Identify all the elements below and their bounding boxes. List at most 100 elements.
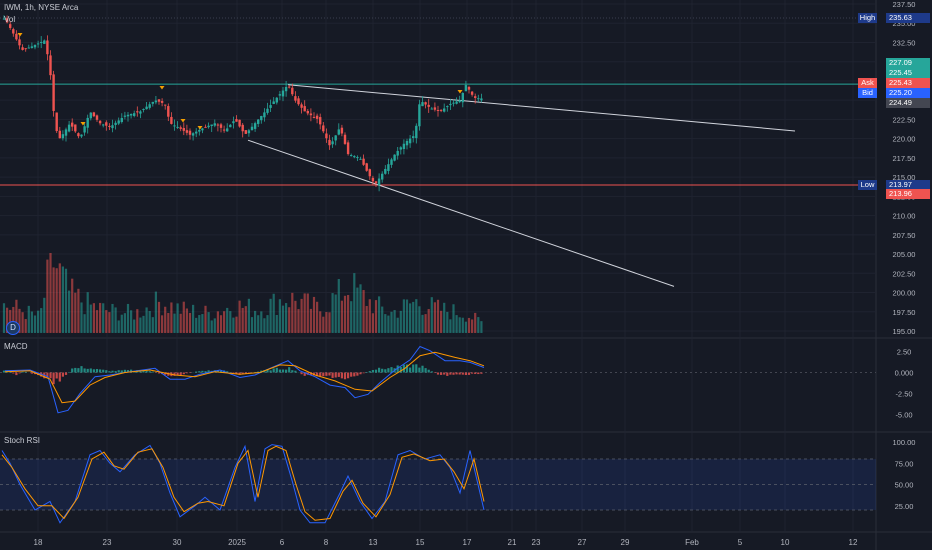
candle [52, 74, 55, 111]
macd-histogram-bar [92, 369, 95, 373]
volume-bar [412, 301, 415, 333]
candle [368, 169, 371, 177]
candle [46, 40, 49, 55]
x-tick-label: 15 [416, 538, 425, 547]
volume-bar [37, 310, 40, 333]
price-tag: 213.96 [886, 189, 930, 199]
volume-bar [2, 303, 6, 333]
candle [319, 117, 322, 125]
candle [179, 127, 182, 129]
volume-label[interactable]: Vol [4, 15, 16, 24]
symbol[interactable]: IWM [4, 3, 21, 12]
volume-bar [195, 317, 198, 333]
candle [359, 158, 362, 160]
macd-histogram-bar [480, 372, 483, 374]
candle [49, 55, 52, 76]
macd-histogram-bar [288, 367, 291, 373]
volume-bar [58, 263, 61, 333]
candle [477, 98, 480, 100]
stoch-tick-label: 25.00 [895, 502, 914, 511]
macd-histogram-bar [415, 364, 418, 373]
volume-bar [71, 278, 74, 333]
volume-bar [269, 298, 272, 333]
candle [325, 133, 328, 139]
macd-histogram-bar [278, 369, 281, 373]
volume-bar [244, 306, 247, 333]
macd-histogram-bar [285, 369, 288, 373]
volume-bar [303, 293, 306, 333]
macd-histogram-bar [325, 372, 328, 376]
volume-bar [213, 318, 216, 333]
macd-histogram-bar [49, 372, 52, 379]
candle [312, 116, 316, 118]
candle [151, 101, 154, 104]
macd-tick-label: -2.50 [895, 390, 912, 399]
volume-bar [61, 266, 64, 333]
candle [27, 47, 30, 49]
volume-bar [40, 308, 43, 333]
candle [40, 41, 43, 43]
volume-bar [319, 311, 322, 333]
macd-histogram-bar [30, 372, 33, 374]
candle [402, 143, 406, 150]
macd-histogram-bar [374, 369, 378, 373]
macd-histogram-bar [424, 368, 427, 373]
macd-histogram-bar [179, 372, 182, 375]
volume-bar [328, 312, 331, 333]
candle [204, 126, 207, 128]
volume-bar [83, 314, 86, 333]
volume-bar [350, 301, 353, 333]
volume-bar [145, 307, 148, 333]
volume-bar [300, 298, 303, 333]
x-tick-label: Feb [685, 538, 699, 547]
macd-histogram-bar [157, 372, 161, 374]
macd-label[interactable]: MACD [4, 342, 28, 351]
macd-histogram-bar [61, 372, 64, 377]
macd-histogram-bar [269, 370, 272, 373]
tradingview-logo-icon[interactable]: D [6, 321, 20, 335]
macd-histogram-bar [378, 367, 381, 373]
x-tick-label: 18 [34, 538, 43, 547]
y-tick-label: 220.00 [893, 135, 916, 144]
macd-series-line [4, 351, 485, 404]
volume-bar [467, 317, 471, 333]
volume-bar [219, 315, 223, 333]
macd-histogram-bar [77, 368, 80, 373]
macd-histogram-bar [381, 368, 384, 373]
candle [455, 101, 458, 104]
candle [365, 163, 368, 171]
macd-histogram-bar [452, 372, 455, 375]
volume-bar [390, 311, 393, 333]
macd-histogram-bar [89, 368, 92, 373]
volume-bar [474, 312, 477, 333]
y-tick-label: 205.00 [893, 250, 916, 259]
volume-bar [362, 290, 365, 333]
candle [74, 124, 77, 132]
macd-histogram-bar [232, 372, 235, 374]
macd-histogram-bar [68, 371, 71, 373]
volume-bar [275, 314, 278, 333]
candle [328, 139, 331, 146]
signal-marker-icon [17, 33, 23, 37]
volume-bar [15, 299, 18, 333]
candle [390, 159, 393, 165]
volume-bar [285, 303, 288, 333]
volume-bar [133, 319, 136, 333]
volume-bar [52, 267, 55, 333]
volume-bar [405, 299, 409, 333]
y-tick-label: 222.50 [893, 115, 916, 124]
stoch-rsi-label[interactable]: Stoch RSI [4, 436, 41, 445]
macd-histogram-bar [319, 372, 322, 377]
interval[interactable]: 1h [24, 3, 34, 12]
candle [216, 124, 220, 126]
macd-histogram-bar [300, 372, 303, 375]
macd-histogram-bar [111, 370, 114, 373]
macd-histogram-bar [384, 369, 387, 373]
candle [356, 157, 359, 159]
volume-bar [92, 303, 95, 333]
candle [275, 97, 278, 103]
candle [350, 155, 353, 157]
volume-bar [365, 306, 368, 333]
stoch-series-line [1, 445, 485, 521]
